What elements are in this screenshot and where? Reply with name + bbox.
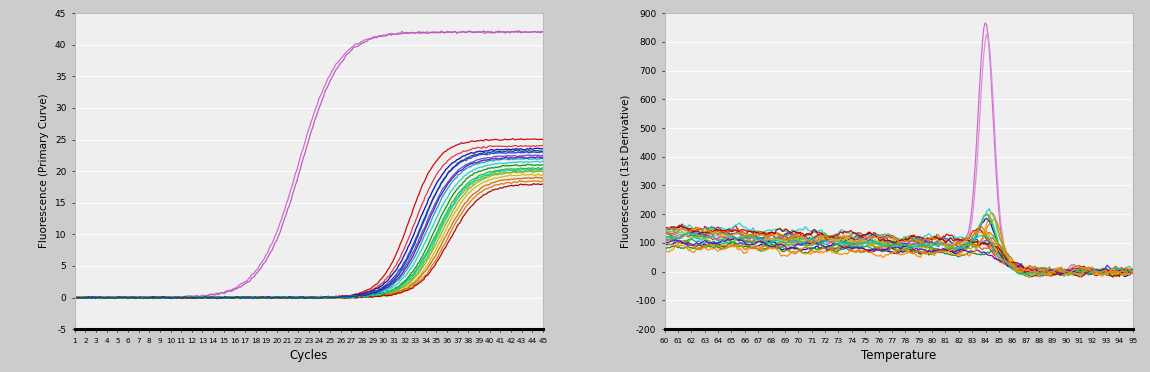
X-axis label: Cycles: Cycles: [290, 349, 328, 362]
Y-axis label: Fluorescence (1st Derivative): Fluorescence (1st Derivative): [620, 94, 630, 248]
X-axis label: Temperature: Temperature: [861, 349, 936, 362]
Y-axis label: Fluorescence (Primary Curve): Fluorescence (Primary Curve): [39, 94, 49, 248]
